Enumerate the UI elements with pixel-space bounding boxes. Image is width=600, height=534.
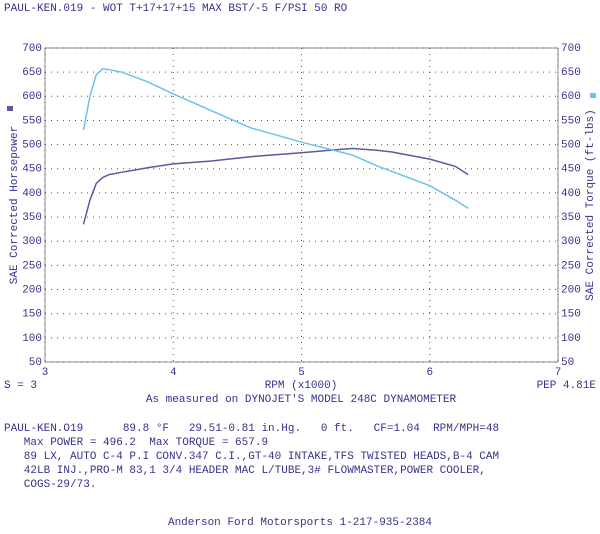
y-tick-label: 300 bbox=[22, 236, 42, 248]
plot-frame bbox=[44, 47, 559, 363]
x-tick-label: 3 bbox=[42, 367, 49, 379]
x-tick-label: 4 bbox=[170, 367, 177, 379]
note: 42LB INJ.,PRO-M 83,1 3/4 HEADER MAC L/TU… bbox=[4, 465, 486, 477]
y-tick-label: 200 bbox=[22, 284, 42, 296]
x-axis-label: RPM (x1000) bbox=[265, 380, 338, 392]
y-tick-label: 650 bbox=[22, 67, 42, 79]
y-tick-label: 100 bbox=[22, 333, 42, 345]
y2-tick-label: 500 bbox=[561, 140, 581, 152]
note: Max POWER = 496.2 Max TORQUE = 657.9 bbox=[4, 437, 268, 449]
header: PAUL-KEN.019 - WOT T+17+17+15 MAX BST/-5… bbox=[4, 3, 348, 15]
y2-tick-label: 250 bbox=[561, 260, 581, 272]
y2-tick-label: 50 bbox=[561, 357, 574, 369]
legend-swatch bbox=[7, 106, 13, 111]
y-tick-label: 700 bbox=[22, 43, 42, 55]
y-tick-label: 450 bbox=[22, 164, 42, 176]
y2-tick-label: 450 bbox=[561, 164, 581, 176]
footer: Anderson Ford Motorsports 1-217-935-2384 bbox=[168, 517, 432, 529]
y2-tick-label: 600 bbox=[561, 91, 581, 103]
code: PEP 4.81E bbox=[537, 380, 597, 392]
y2-tick-label: 200 bbox=[561, 284, 581, 296]
x-tick-label: 6 bbox=[426, 367, 433, 379]
note: PAUL-KEN.O19 89.8 °F 29.51-0.81 in.Hg. 0… bbox=[4, 423, 499, 435]
y-axis-label: SAE Corrected Horsepower bbox=[9, 126, 21, 284]
y-tick-label: 500 bbox=[22, 140, 42, 152]
y2-tick-label: 650 bbox=[561, 67, 581, 79]
series-line bbox=[82, 68, 469, 210]
note: 89 LX, AUTO C-4 P.I CONV.347 C.I.,GT-40 … bbox=[4, 451, 499, 463]
y2-tick-label: 300 bbox=[561, 236, 581, 248]
x-tick-label: 7 bbox=[555, 367, 562, 379]
subtitle: As measured on DYNOJET'S MODEL 248C DYNA… bbox=[146, 394, 457, 406]
y2-tick-label: 350 bbox=[561, 212, 581, 224]
smoothing: S = 3 bbox=[4, 380, 37, 392]
y2-tick-label: 400 bbox=[561, 188, 581, 200]
y2-tick-label: 100 bbox=[561, 333, 581, 345]
x-tick-label: 5 bbox=[298, 367, 305, 379]
y2-axis-label: SAE Corrected Torque (ft-lbs) bbox=[585, 109, 597, 300]
y-tick-label: 150 bbox=[22, 309, 42, 321]
y2-tick-label: 150 bbox=[561, 309, 581, 321]
y-tick-label: 350 bbox=[22, 212, 42, 224]
y-tick-label: 600 bbox=[22, 91, 42, 103]
y-tick-label: 550 bbox=[22, 115, 42, 127]
y-tick-label: 250 bbox=[22, 260, 42, 272]
y2-tick-label: 700 bbox=[561, 43, 581, 55]
note: COGS-29/73. bbox=[4, 479, 96, 491]
y-tick-label: 400 bbox=[22, 188, 42, 200]
y2-tick-label: 550 bbox=[561, 115, 581, 127]
y-tick-label: 50 bbox=[29, 357, 42, 369]
legend-swatch bbox=[590, 93, 596, 98]
series-line bbox=[82, 147, 469, 225]
